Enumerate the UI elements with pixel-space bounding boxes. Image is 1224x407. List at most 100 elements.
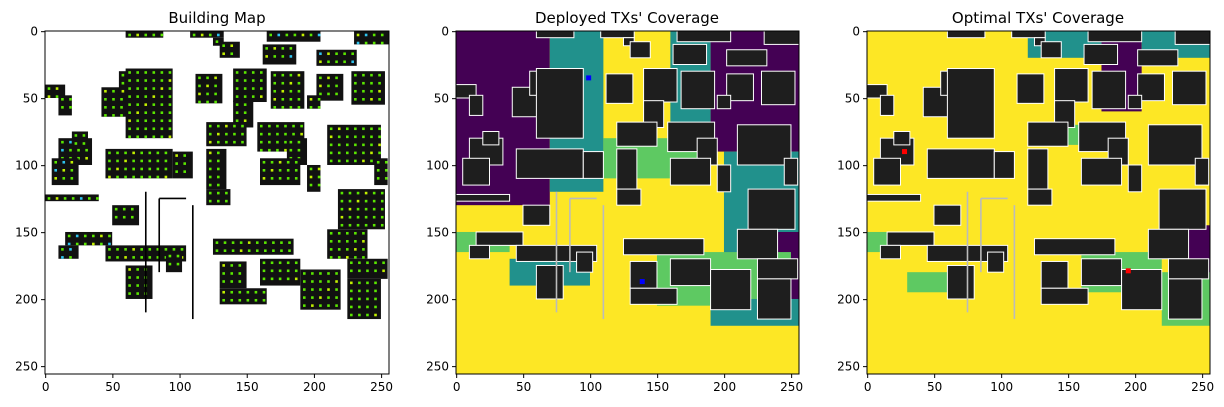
sensor-point (354, 240, 357, 243)
sensor-point (366, 261, 369, 265)
sensor-point (160, 119, 164, 123)
sensor-point (152, 119, 156, 123)
sensor-point (47, 197, 51, 200)
sensor-point (132, 248, 135, 251)
sensor-point (217, 159, 220, 163)
building (726, 73, 754, 102)
sensor-point (262, 290, 266, 294)
sensor-point (362, 97, 365, 101)
sensor-point (337, 143, 341, 147)
sensor-point (108, 256, 111, 259)
sensor-point (270, 169, 274, 172)
sensor-point (206, 100, 209, 104)
sensor-point (364, 223, 368, 227)
sensor-point (156, 167, 160, 171)
sensor-point (319, 288, 322, 291)
sensor-point (300, 124, 303, 128)
sensor-point (378, 97, 381, 101)
sensor-point (217, 183, 220, 187)
sensor-point (208, 199, 212, 203)
building (946, 264, 975, 300)
building (669, 157, 712, 186)
sensor-point (183, 170, 187, 173)
sensor-point (280, 249, 283, 252)
sensor-point (222, 290, 225, 294)
sensor-point (350, 297, 353, 301)
sensor-point (260, 124, 263, 128)
sensor-point (327, 272, 330, 275)
sensor-point (77, 148, 80, 152)
x-tick-label: 100 (579, 380, 602, 394)
sensor-point (268, 132, 271, 136)
sensor-point (128, 276, 131, 279)
y-tick-label: 250 (15, 360, 38, 374)
building (535, 68, 584, 139)
building (993, 151, 1015, 179)
sensor-point (235, 119, 239, 123)
sensor-point (273, 106, 277, 109)
y-tick-label: 50 (434, 92, 449, 106)
x-tick-label: 0 (453, 380, 461, 394)
sensor-point (238, 280, 242, 283)
sensor-point (136, 111, 139, 114)
sensor-point (69, 248, 72, 251)
sensor-point (79, 197, 83, 200)
sensor-point (69, 140, 72, 144)
sensor-point (329, 159, 333, 163)
sensor-point (104, 97, 107, 101)
building (482, 130, 500, 146)
sensor-point (128, 33, 131, 37)
x-tick-label: 250 (1191, 380, 1214, 394)
sensor-point (354, 248, 357, 251)
sensor-point (335, 304, 338, 307)
sensor-point (235, 87, 239, 90)
sensor-point (380, 41, 384, 45)
x-tick-label: 50 (105, 380, 120, 394)
sensor-point (136, 276, 139, 279)
sensor-point (208, 140, 212, 144)
sensor-point (217, 167, 220, 171)
sensor-point (337, 159, 341, 163)
sensor-point (294, 160, 298, 164)
sensor-point (217, 124, 220, 128)
sensor-point (144, 95, 148, 98)
sensor-point (276, 124, 279, 128)
sensor-point (215, 249, 219, 252)
panel-title: Optimal TXs' Coverage (952, 9, 1124, 27)
building (600, 31, 635, 39)
sensor-point (136, 33, 139, 37)
sensor-point (382, 269, 385, 273)
building (1083, 43, 1119, 65)
sensor-point (346, 143, 349, 147)
sensor-point (327, 304, 330, 307)
sensor-point (70, 177, 74, 180)
sensor-point (69, 148, 72, 152)
sensor-point (293, 33, 297, 37)
sensor-point (354, 151, 357, 155)
sensor-point (319, 76, 322, 80)
sensor-point (148, 159, 152, 163)
sensor-point (362, 81, 365, 85)
sensor-point (112, 114, 115, 117)
building (1171, 70, 1207, 106)
sensor-point (164, 175, 168, 179)
sensor-point (370, 81, 373, 85)
sensor-point (327, 288, 330, 291)
building (468, 94, 484, 116)
sensor-point (144, 103, 148, 106)
building (71, 131, 88, 145)
sensor-point (208, 191, 212, 195)
sensor-point (340, 199, 344, 203)
sensor-point (136, 127, 139, 131)
sensor-point (160, 135, 164, 139)
building (867, 193, 922, 202)
sensor-point (260, 95, 263, 98)
sensor-point (61, 256, 64, 259)
sensor-point (309, 106, 313, 109)
building (337, 189, 385, 230)
sensor-point (164, 151, 168, 155)
sensor-point (366, 297, 369, 301)
building (760, 70, 796, 106)
sensor-point (62, 160, 66, 164)
sensor-point (270, 261, 274, 265)
